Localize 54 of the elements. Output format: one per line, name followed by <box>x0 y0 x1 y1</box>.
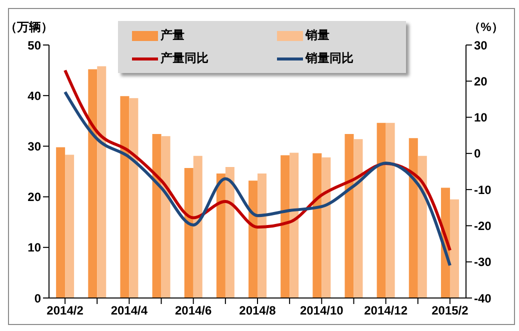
y2-tick-label: 0 <box>474 146 481 161</box>
bar <box>161 136 170 298</box>
bar <box>376 122 386 298</box>
y-tick-label: 10 <box>28 240 42 255</box>
y-tick-label: 0 <box>34 291 42 306</box>
legend-label: 销量 <box>306 27 330 44</box>
x-tick-label: 2014/8 <box>239 304 276 318</box>
y-axis-title: （万辆） <box>5 20 53 34</box>
legend-label: 产量 <box>160 27 184 44</box>
y-tick-label: 20 <box>28 190 42 204</box>
line-series <box>64 68 452 252</box>
bar <box>258 174 267 298</box>
y2-tick-label: -10 <box>474 182 492 197</box>
bar <box>193 156 202 298</box>
y2-axis-title: （%） <box>468 20 504 34</box>
bar <box>450 199 459 298</box>
bar <box>322 157 331 298</box>
bar <box>280 155 290 298</box>
bar <box>65 154 74 298</box>
legend-label: 产量同比 <box>160 50 208 67</box>
x-tick-label: 2015/2 <box>432 304 469 318</box>
bar <box>386 122 395 298</box>
x-tick-label: 2014/2 <box>46 304 84 318</box>
y2-tick-label: 20 <box>474 74 488 88</box>
bar <box>225 166 234 298</box>
bar <box>184 168 194 298</box>
bar <box>56 147 66 298</box>
x-tick-label: 2014/6 <box>174 304 212 318</box>
bar <box>97 66 106 298</box>
bar <box>152 134 162 298</box>
bar <box>354 139 363 298</box>
y2-tick-label: 10 <box>474 110 488 125</box>
y-tick-label: 40 <box>28 88 42 103</box>
x-tick-label: 2014/4 <box>110 304 148 318</box>
y2-tick-label: -40 <box>474 291 492 306</box>
x-tick-label: 2014/10 <box>300 304 344 318</box>
y-tick-label: 50 <box>28 38 42 52</box>
bar <box>120 96 130 298</box>
bar <box>216 174 226 298</box>
bar <box>88 69 98 298</box>
x-tick-label: 2014/12 <box>364 304 408 318</box>
y2-tick-label: 30 <box>474 38 488 52</box>
y-tick-label: 30 <box>28 139 42 154</box>
bar <box>290 152 299 298</box>
bar <box>408 138 418 298</box>
bar <box>129 98 138 298</box>
bar <box>248 180 258 298</box>
y2-tick-label: -20 <box>474 218 492 233</box>
bar <box>344 134 354 298</box>
line-series <box>64 90 452 267</box>
bar <box>312 153 322 298</box>
legend-label: 销量同比 <box>306 50 354 67</box>
bar <box>418 156 427 298</box>
y2-tick-label: -30 <box>474 255 492 270</box>
